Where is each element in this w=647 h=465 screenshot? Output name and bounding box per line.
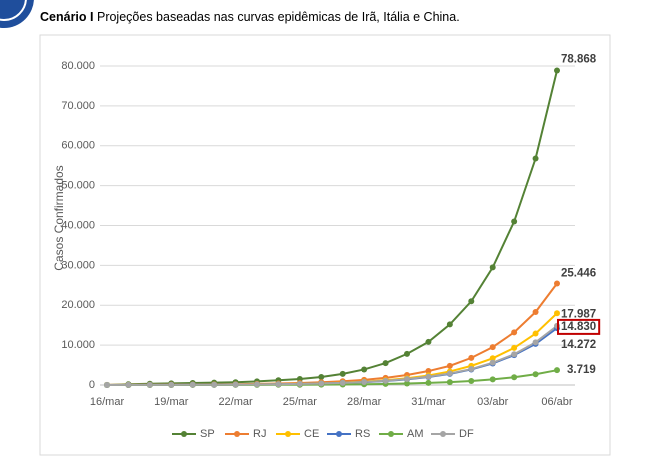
data-label: 25.446 — [561, 268, 596, 280]
x-tick-label: 19/mar — [154, 396, 189, 408]
marker — [361, 366, 368, 373]
y-tick-label: 60.000 — [61, 140, 95, 152]
legend-marker — [336, 431, 342, 437]
marker — [275, 381, 282, 388]
x-tick-label: 22/mar — [218, 396, 253, 408]
marker — [404, 376, 410, 383]
marker — [296, 380, 303, 387]
marker — [554, 367, 560, 374]
x-tick-label: 28/mar — [347, 396, 382, 408]
legend-label: DF — [459, 428, 474, 440]
legend-label: CE — [304, 428, 319, 440]
marker — [339, 379, 346, 386]
marker — [532, 309, 539, 316]
legend-marker — [234, 431, 240, 437]
data-label: 17.987 — [561, 308, 596, 320]
marker — [404, 380, 410, 387]
marker — [489, 355, 496, 362]
marker — [511, 344, 518, 351]
x-tick-label: 03/abr — [477, 396, 509, 408]
data-label: 3.719 — [567, 364, 596, 376]
x-tick-label: 16/mar — [90, 396, 125, 408]
marker — [425, 368, 432, 375]
legend-label: SP — [200, 428, 215, 440]
marker — [511, 329, 518, 336]
logo-ring — [0, 0, 27, 21]
y-axis-label: Casos Confirmados — [52, 165, 66, 270]
marker — [189, 381, 196, 388]
legend-label: AM — [407, 428, 424, 440]
x-tick-label: 06/abr — [541, 396, 573, 408]
y-tick-label: 20.000 — [61, 299, 95, 311]
legend-marker — [285, 431, 291, 437]
marker — [468, 354, 475, 361]
marker — [361, 378, 368, 385]
y-tick-label: 40.000 — [61, 219, 95, 231]
series-line — [106, 325, 558, 386]
data-label: 14.272 — [561, 339, 596, 351]
title-bold: Cenário I — [40, 10, 94, 24]
y-tick-label: 70.000 — [61, 100, 95, 112]
highlight-box — [557, 318, 601, 335]
logo — [0, 0, 34, 28]
title-text: Projeções baseadas nas curvas epidêmicas… — [97, 10, 460, 24]
x-tick-label: 25/mar — [283, 396, 318, 408]
marker — [146, 381, 153, 388]
marker — [489, 376, 496, 383]
chart-frame — [39, 34, 611, 456]
marker — [318, 374, 325, 381]
marker — [532, 330, 539, 337]
data-label: 78.868 — [561, 54, 597, 66]
marker — [511, 218, 518, 225]
marker — [254, 381, 260, 388]
marker — [318, 380, 325, 387]
marker — [211, 381, 218, 388]
marker — [468, 366, 475, 373]
marker — [554, 310, 560, 317]
marker — [511, 351, 518, 358]
y-tick-label: 50.000 — [61, 180, 95, 192]
marker — [446, 370, 453, 377]
marker — [554, 280, 560, 287]
marker — [425, 338, 432, 345]
marker — [446, 321, 453, 328]
legend-marker — [440, 431, 446, 437]
marker — [489, 359, 496, 366]
series-line — [106, 70, 558, 386]
marker — [511, 374, 518, 381]
marker — [168, 381, 175, 388]
marker — [104, 381, 110, 388]
marker — [532, 339, 539, 346]
marker — [532, 155, 539, 162]
y-tick-label: 80.000 — [61, 60, 95, 72]
legend-marker — [388, 431, 394, 437]
marker — [382, 377, 389, 384]
legend-label: RS — [355, 428, 370, 440]
marker — [532, 371, 539, 378]
marker — [446, 379, 453, 386]
marker — [339, 370, 346, 377]
marker — [554, 67, 560, 74]
marker — [425, 379, 432, 386]
marker — [468, 298, 475, 305]
legend-label: RJ — [253, 428, 266, 440]
y-tick-label: 0 — [89, 379, 95, 391]
marker — [382, 360, 389, 367]
marker — [232, 381, 239, 388]
chart-title: Cenário I Projeções baseadas nas curvas … — [40, 10, 460, 24]
marker — [468, 378, 475, 385]
marker — [404, 350, 410, 357]
marker — [125, 381, 132, 388]
y-tick-label: 30.000 — [61, 259, 95, 271]
x-tick-label: 31/mar — [411, 396, 446, 408]
series-line — [106, 282, 558, 386]
marker — [446, 362, 453, 369]
y-tick-label: 10.000 — [61, 339, 95, 351]
legend-marker — [181, 431, 187, 437]
marker — [489, 264, 496, 271]
marker — [489, 344, 496, 351]
data-label: 14.830 — [561, 321, 596, 333]
marker — [425, 373, 432, 380]
